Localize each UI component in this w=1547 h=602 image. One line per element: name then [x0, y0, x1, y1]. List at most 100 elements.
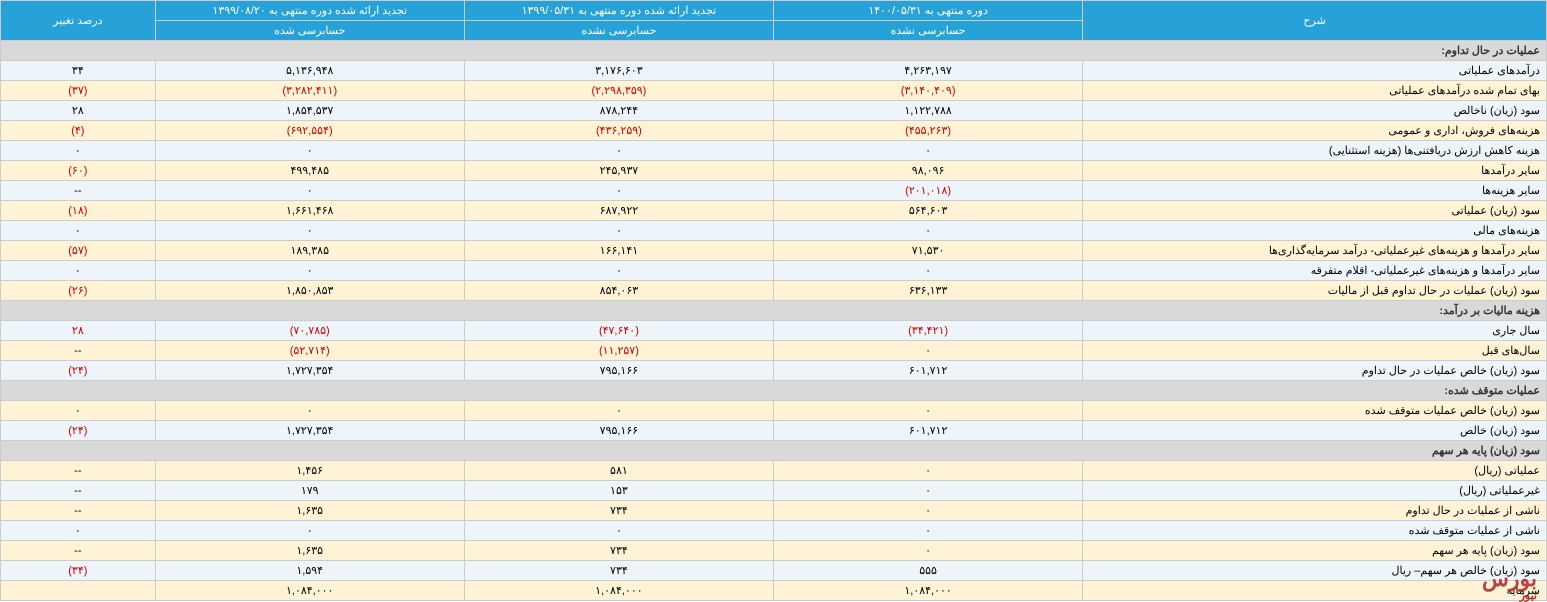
row-desc: سود (زیان) خالص عملیات در حال تداوم	[1083, 361, 1547, 381]
table-row: سایر درآمدها و هزینه‌های غیرعملیاتی- اقل…	[1, 261, 1547, 281]
table-row: سود (زیان) ناخالص۱,۱۲۲,۷۸۸۸۷۸,۲۴۴۱,۸۵۴,۵…	[1, 101, 1547, 121]
cell-pct: (۳۴)	[1, 561, 156, 581]
row-desc: سال جاری	[1083, 321, 1547, 341]
cell-c1: ۰	[774, 401, 1083, 421]
cell-pct: ۳۴	[1, 61, 156, 81]
table-row: ناشی از عملیات در حال تداوم۰۷۳۴۱,۶۳۵--	[1, 501, 1547, 521]
cell-pct: --	[1, 541, 156, 561]
table-row: هزینه کاهش ارزش دریافتنی‌ها (هزینه استثن…	[1, 141, 1547, 161]
row-desc: سال‌های قبل	[1083, 341, 1547, 361]
row-desc: سود (زیان) عملیاتی	[1083, 201, 1547, 221]
cell-c3: ۱,۶۳۵	[155, 501, 464, 521]
table-row: سود (زیان) عملیات در حال تداوم قبل از ما…	[1, 281, 1547, 301]
cell-pct: --	[1, 501, 156, 521]
cell-c2: ۱۵۳	[464, 481, 773, 501]
cell-c1: (۳۴,۴۲۱)	[774, 321, 1083, 341]
hdr-pct: درصد تغییر	[1, 1, 156, 41]
cell-c3: ۱,۷۲۷,۳۵۴	[155, 421, 464, 441]
section-title: عملیات متوقف شده:	[1, 381, 1547, 401]
cell-c1: ۶۰۱,۷۱۲	[774, 421, 1083, 441]
cell-pct: ۰	[1, 401, 156, 421]
cell-c2: ۰	[464, 401, 773, 421]
cell-pct: (۴)	[1, 121, 156, 141]
cell-pct: --	[1, 481, 156, 501]
cell-c3: (۳,۲۸۲,۴۱۱)	[155, 81, 464, 101]
cell-pct: (۲۶)	[1, 281, 156, 301]
cell-c2: ۷۳۴	[464, 541, 773, 561]
table-row: عملیاتی (ریال)۰۵۸۱۱,۴۵۶--	[1, 461, 1547, 481]
cell-pct: (۱۸)	[1, 201, 156, 221]
cell-c1: ۰	[774, 261, 1083, 281]
cell-c1: ۱,۱۲۲,۷۸۸	[774, 101, 1083, 121]
cell-pct: ۰	[1, 261, 156, 281]
cell-c3: ۰	[155, 141, 464, 161]
row-desc: سود (زیان) ناخالص	[1083, 101, 1547, 121]
hdr-c3: تجدید ارائه شده دوره منتهی به ۱۳۹۹/۰۸/۲۰	[155, 1, 464, 21]
table-row: سایر درآمدها۹۸,۰۹۶۲۴۵,۹۳۷۴۹۹,۴۸۵(۶۰)	[1, 161, 1547, 181]
section-title: عملیات در حال تداوم:	[1, 41, 1547, 61]
cell-c3: ۱۸۹,۳۸۵	[155, 241, 464, 261]
cell-c1: (۲۰۱,۰۱۸)	[774, 181, 1083, 201]
cell-c2: ۳,۱۷۶,۶۰۳	[464, 61, 773, 81]
cell-pct: ۰	[1, 141, 156, 161]
cell-c1: ۵۶۴,۶۰۳	[774, 201, 1083, 221]
row-desc: ناشی از عملیات در حال تداوم	[1083, 501, 1547, 521]
table-row: سود (زیان) خالص عملیات در حال تداوم۶۰۱,۷…	[1, 361, 1547, 381]
cell-c2: ۷۳۴	[464, 501, 773, 521]
table-row: ناشی از عملیات متوقف شده۰۰۰۰	[1, 521, 1547, 541]
hdr-c2: تجدید ارائه شده دوره منتهی به ۱۳۹۹/۰۵/۳۱	[464, 1, 773, 21]
cell-c3: ۱,۴۵۶	[155, 461, 464, 481]
table-row: سود (زیان) عملیاتی۵۶۴,۶۰۳۶۸۷,۹۲۲۱,۶۶۱,۴۶…	[1, 201, 1547, 221]
row-desc: سایر درآمدها	[1083, 161, 1547, 181]
cell-c1: ۰	[774, 541, 1083, 561]
table-row: درآمدهای عملیاتی۴,۲۶۳,۱۹۷۳,۱۷۶,۶۰۳۵,۱۳۶,…	[1, 61, 1547, 81]
cell-c3: ۱,۷۲۷,۳۵۴	[155, 361, 464, 381]
row-desc: سایر هزینه‌ها	[1083, 181, 1547, 201]
cell-c2: ۷۹۵,۱۶۶	[464, 421, 773, 441]
cell-pct: --	[1, 341, 156, 361]
cell-pct: ۰	[1, 521, 156, 541]
cell-c1: ۱,۰۸۴,۰۰۰	[774, 581, 1083, 601]
cell-c2: ۸۷۸,۲۴۴	[464, 101, 773, 121]
cell-c2: ۷۹۵,۱۶۶	[464, 361, 773, 381]
row-desc: سایر درآمدها و هزینه‌های غیرعملیاتی- درآ…	[1083, 241, 1547, 261]
cell-c2: ۵۸۱	[464, 461, 773, 481]
cell-c3: (۶۹۲,۵۵۴)	[155, 121, 464, 141]
section-title: سود (زیان) پایه هر سهم	[1, 441, 1547, 461]
row-desc: هزینه‌های فروش، اداری و عمومی	[1083, 121, 1547, 141]
section-title: هزینه مالیات بر درآمد:	[1, 301, 1547, 321]
cell-c3: ۱,۸۵۴,۵۳۷	[155, 101, 464, 121]
cell-pct	[1, 581, 156, 601]
section-header: عملیات متوقف شده:	[1, 381, 1547, 401]
cell-c1: ۶۰۱,۷۱۲	[774, 361, 1083, 381]
cell-pct: --	[1, 181, 156, 201]
cell-pct: (۳۷)	[1, 81, 156, 101]
row-desc: سود (زیان) خالص هر سهم– ریال	[1083, 561, 1547, 581]
cell-pct: (۵۷)	[1, 241, 156, 261]
cell-pct: --	[1, 461, 156, 481]
cell-c1: ۰	[774, 521, 1083, 541]
row-desc: سود (زیان) عملیات در حال تداوم قبل از ما…	[1083, 281, 1547, 301]
cell-c1: ۰	[774, 501, 1083, 521]
cell-pct: (۲۴)	[1, 361, 156, 381]
row-desc: هزینه‌های مالی	[1083, 221, 1547, 241]
row-desc: ناشی از عملیات متوقف شده	[1083, 521, 1547, 541]
hdr-c1-sub: حسابرسی نشده	[774, 21, 1083, 41]
row-desc: درآمدهای عملیاتی	[1083, 61, 1547, 81]
table-row: سود (زیان) پایه هر سهم۰۷۳۴۱,۶۳۵--	[1, 541, 1547, 561]
cell-c2: (۴۳۶,۲۵۹)	[464, 121, 773, 141]
cell-c1: ۵۵۵	[774, 561, 1083, 581]
cell-c3: (۵۲,۷۱۴)	[155, 341, 464, 361]
row-desc: عملیاتی (ریال)	[1083, 461, 1547, 481]
cell-c3: ۰	[155, 521, 464, 541]
table-header: شرح دوره منتهی به ۱۴۰۰/۰۵/۳۱ تجدید ارائه…	[1, 1, 1547, 41]
hdr-c1: دوره منتهی به ۱۴۰۰/۰۵/۳۱	[774, 1, 1083, 21]
cell-c1: ۰	[774, 141, 1083, 161]
cell-c3: ۱,۵۹۴	[155, 561, 464, 581]
table-row: بهای تمام شده درآمدهای عملیاتی(۳,۱۴۰,۴۰۹…	[1, 81, 1547, 101]
cell-c2: (۴۷,۶۴۰)	[464, 321, 773, 341]
cell-c2: ۰	[464, 141, 773, 161]
cell-pct: ۲۸	[1, 321, 156, 341]
cell-c3: ۴۹۹,۴۸۵	[155, 161, 464, 181]
cell-c3: ۱,۶۶۱,۴۶۸	[155, 201, 464, 221]
